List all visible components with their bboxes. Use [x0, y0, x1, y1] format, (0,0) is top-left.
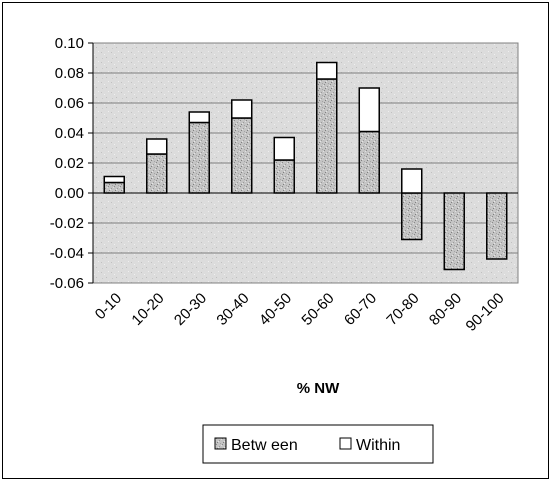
bar-between-70-80: [401, 192, 423, 241]
x-tick-label: 70-80: [383, 290, 422, 329]
y-tick-label: 0.10: [55, 35, 84, 52]
x-tick-label: 40-50: [256, 290, 295, 329]
bar-within-70-80: [401, 168, 423, 194]
y-tick-label: 0.06: [55, 95, 84, 112]
bar-between-40-50: [273, 159, 295, 194]
bar-within-20-30: [188, 111, 210, 124]
x-tick-label: 10-20: [128, 290, 167, 329]
legend-box: [202, 424, 434, 464]
bar-within-40-50: [273, 136, 295, 161]
bar-between-60-70: [358, 130, 380, 194]
x-tick-label: 0-10: [92, 290, 125, 323]
bar-between-50-60: [316, 78, 338, 194]
x-tick-label: 50-60: [298, 290, 337, 329]
bar-within-10-20: [146, 138, 168, 155]
x-axis-ticks: 0-10 10-20 20-30 30-40 40-50 50-60 60-70 70-80 8…: [92, 290, 508, 335]
y-axis-ticks: 0.10 0.08 0.06 0.04 0.02 0.00 -0.02 -0.04 -0.06: [50, 35, 94, 292]
legend-label: Within: [356, 437, 400, 454]
x-tick-label: 90-100: [463, 290, 508, 335]
x-tick-label: 20-30: [171, 290, 210, 329]
y-tick-label: 0.08: [55, 65, 84, 82]
bar-between-30-40: [231, 117, 253, 194]
y-tick-label: 0.02: [55, 155, 84, 172]
legend-swatch: [214, 437, 227, 450]
bar-between-0-10: [103, 181, 125, 194]
legend-label: Betw een: [231, 437, 298, 454]
bar-within-0-10: [103, 175, 125, 184]
y-tick-label: 0.00: [55, 185, 84, 202]
bar-between-90-100: [486, 192, 508, 260]
x-tick-label: 80-90: [426, 290, 465, 329]
x-tick-label: 60-70: [341, 290, 380, 329]
x-axis-label: % NW: [297, 380, 340, 397]
bar-between-10-20: [146, 153, 168, 194]
bar-between-80-90: [443, 192, 465, 271]
y-tick-label: -0.04: [50, 245, 84, 262]
x-tick-label: 30-40: [213, 290, 252, 329]
y-tick-label: -0.06: [50, 275, 84, 292]
y-tick-label: -0.02: [50, 215, 84, 232]
legend-swatch: [339, 437, 352, 450]
bar-within-60-70: [358, 87, 380, 133]
y-tick-label: 0.04: [55, 125, 84, 142]
bar-within-50-60: [316, 61, 338, 80]
bars: [93, 61, 518, 271]
bar-between-20-30: [188, 121, 210, 194]
legend: Betw een Within: [202, 424, 434, 464]
bar-within-30-40: [231, 99, 253, 119]
